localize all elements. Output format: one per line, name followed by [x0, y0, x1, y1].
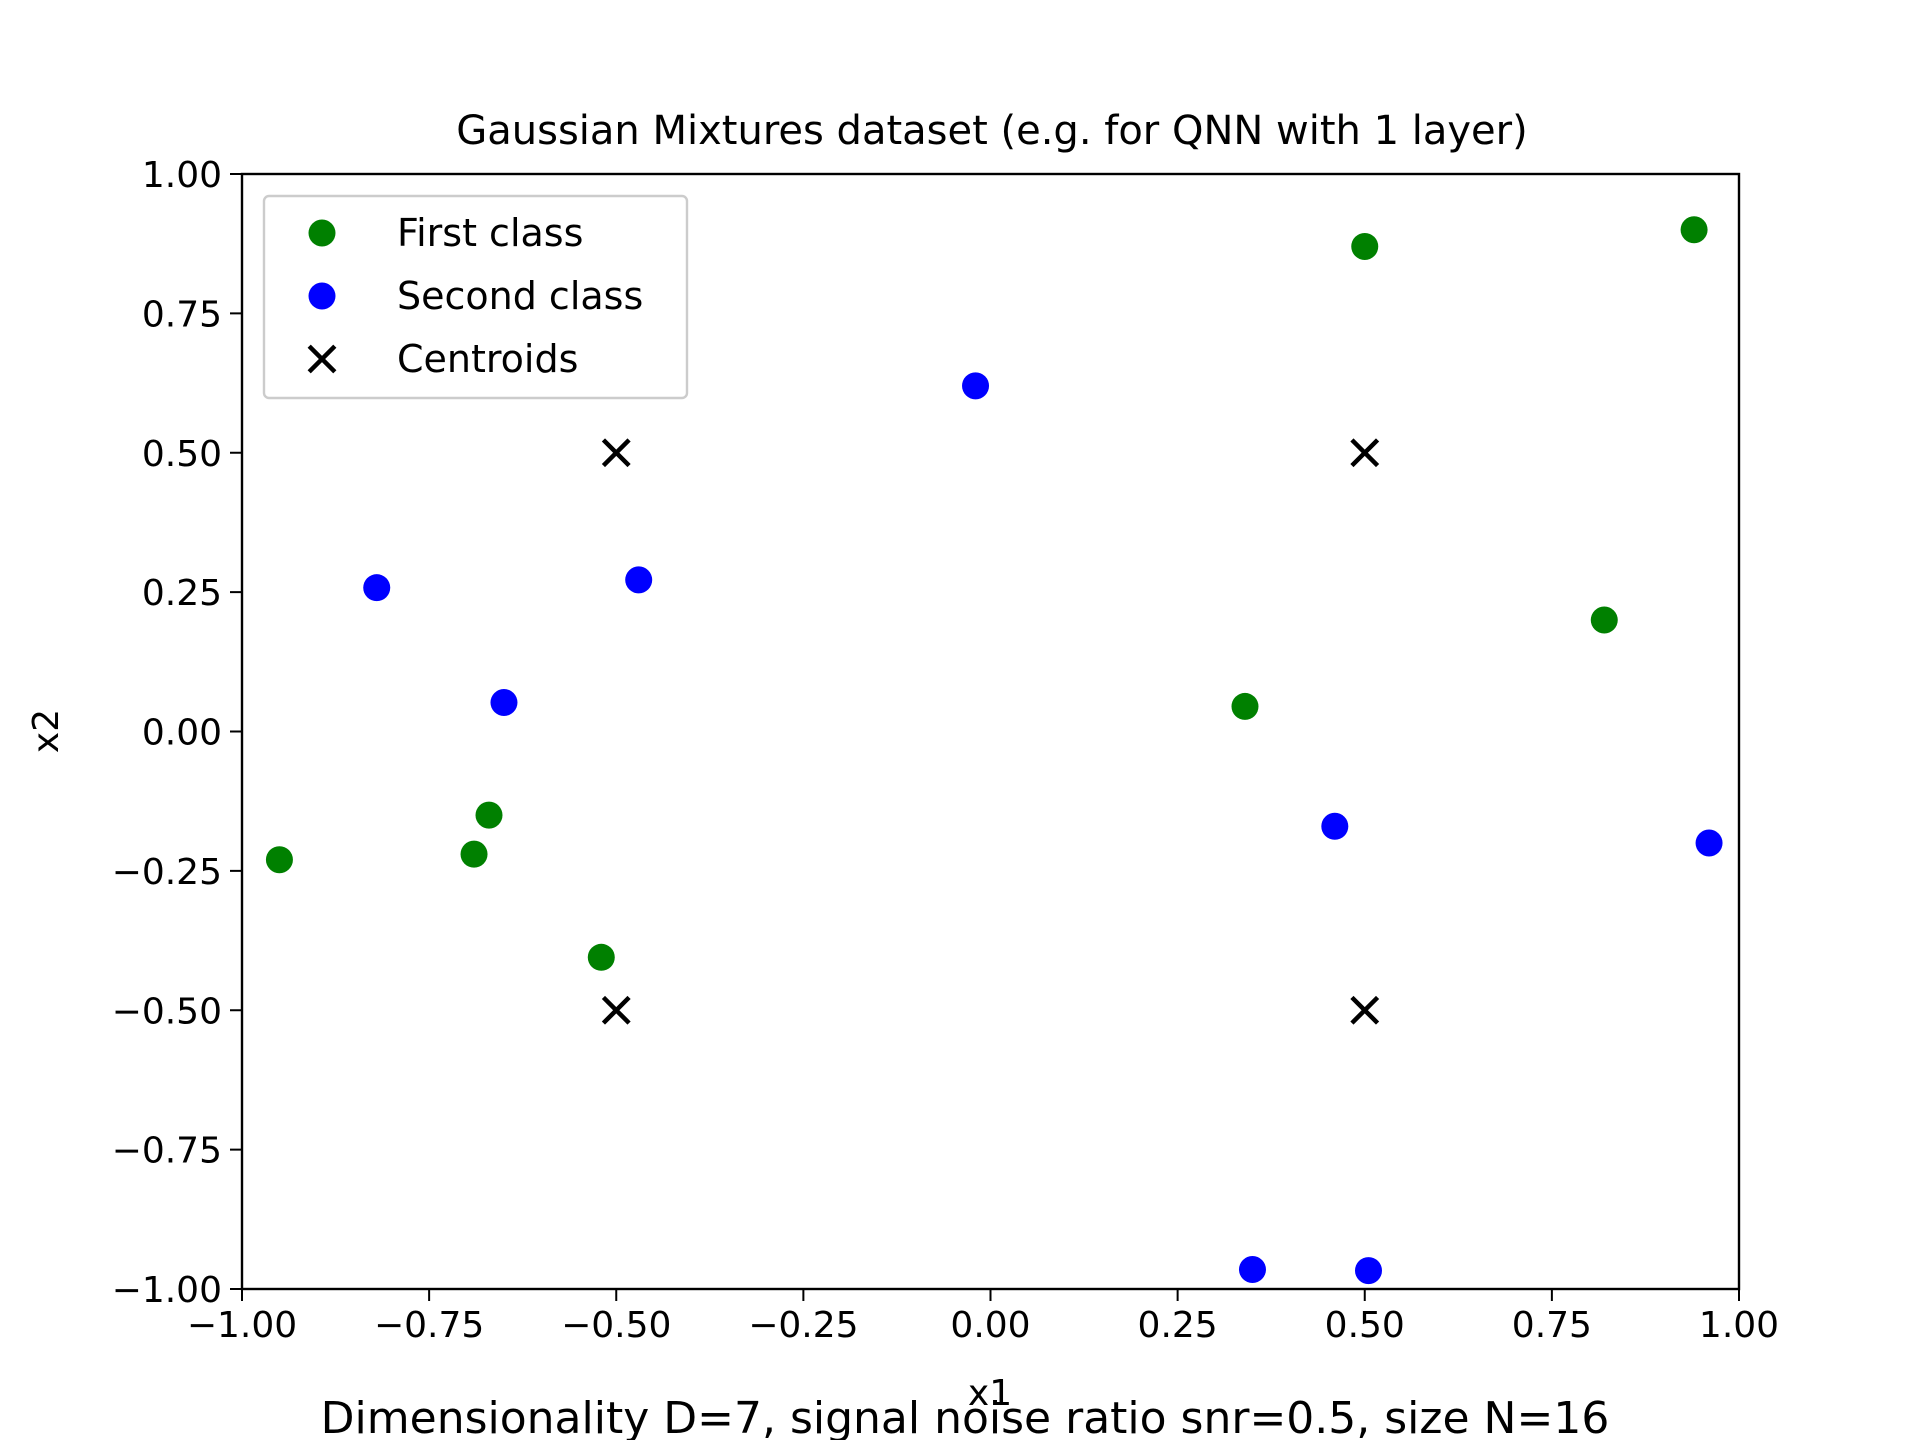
data-point — [962, 372, 990, 400]
x-tick-label: 0.75 — [1512, 1305, 1592, 1346]
y-tick-label: 0.00 — [142, 713, 222, 754]
x-tick-label: 0.50 — [1325, 1305, 1405, 1346]
y-tick-label: −1.00 — [112, 1270, 222, 1311]
chart-caption: Dimensionality D=7, signal noise ratio s… — [321, 1393, 1610, 1440]
x-tick-label: −1.00 — [187, 1305, 297, 1346]
y-tick-label: −0.25 — [112, 852, 222, 893]
legend-marker — [308, 219, 336, 247]
y-axis-label: x2 — [26, 709, 67, 753]
legend-marker — [307, 344, 337, 374]
y-tick-label: 0.75 — [142, 294, 222, 335]
x-tick-label: −0.75 — [374, 1305, 484, 1346]
y-tick-label: 1.00 — [142, 155, 222, 196]
data-point — [363, 574, 391, 602]
data-point — [1695, 829, 1723, 857]
centroid-marker — [601, 995, 631, 1025]
data-point — [1680, 216, 1708, 244]
data-point — [1238, 1255, 1266, 1283]
plot-area — [265, 216, 1723, 1285]
series-1 — [363, 372, 1723, 1285]
x-tick-label: −0.50 — [561, 1305, 671, 1346]
data-point — [1231, 692, 1259, 720]
data-point — [1354, 1257, 1382, 1285]
centroid-marker — [1350, 995, 1380, 1025]
chart-title: Gaussian Mixtures dataset (e.g. for QNN … — [456, 108, 1527, 154]
data-point — [460, 840, 488, 868]
x-tick-label: 0.25 — [1138, 1305, 1218, 1346]
x-axis-ticks: −1.00 −0.75 −0.50 −0.25 0.00 0.25 0.50 0.75 1.00 — [187, 1289, 1779, 1346]
data-point — [625, 566, 653, 594]
legend-label: Second class — [397, 274, 643, 318]
y-tick-label: 0.50 — [142, 434, 222, 475]
x-axis-label: x1 — [968, 1373, 1012, 1414]
centroid-marker — [1350, 438, 1380, 468]
series-0 — [265, 216, 1708, 971]
legend-marker — [308, 282, 336, 310]
series-2 — [601, 438, 1380, 1025]
y-axis-ticks: −1.00 −0.75 −0.50 −0.25 0.00 0.25 0.50 0.75 1.00 — [112, 155, 242, 1311]
x-tick-label: −0.25 — [748, 1305, 858, 1346]
data-point — [1590, 606, 1618, 634]
data-point — [475, 801, 503, 829]
centroid-marker — [601, 438, 631, 468]
legend-label: First class — [397, 211, 583, 255]
data-point — [1351, 232, 1379, 260]
legend: First class Second class Centroids — [262, 194, 689, 400]
data-point — [587, 943, 615, 971]
legend-box — [262, 194, 689, 400]
x-tick-label: 0.00 — [950, 1305, 1030, 1346]
data-point — [490, 689, 518, 717]
y-tick-label: −0.75 — [112, 1131, 222, 1172]
y-tick-label: 0.25 — [142, 573, 222, 614]
data-point — [1321, 812, 1349, 840]
x-tick-label: 1.00 — [1699, 1305, 1779, 1346]
y-tick-label: −0.50 — [112, 991, 222, 1032]
legend-label: Centroids — [397, 337, 578, 381]
data-point — [265, 846, 293, 874]
